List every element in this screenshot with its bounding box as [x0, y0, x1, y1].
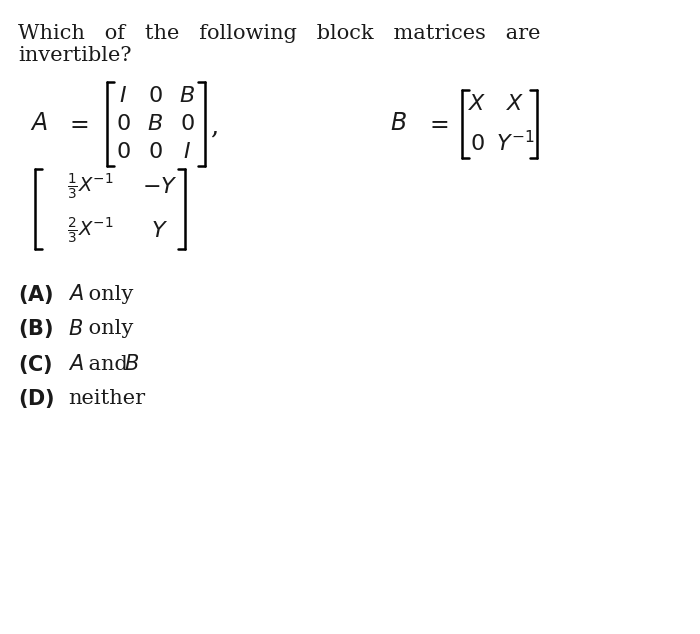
- Text: $X$: $X$: [468, 93, 486, 115]
- Text: Which   of   the   following   block   matrices   are: Which of the following block matrices ar…: [18, 24, 540, 43]
- Text: $X$: $X$: [505, 93, 524, 115]
- Text: $\frac{1}{3}X^{-1}$: $\frac{1}{3}X^{-1}$: [66, 172, 113, 202]
- Text: $Y^{-1}$: $Y^{-1}$: [496, 131, 534, 157]
- Text: $B$: $B$: [125, 354, 139, 374]
- Text: $I$: $I$: [119, 85, 127, 107]
- Text: and: and: [82, 354, 134, 373]
- Text: $B$: $B$: [147, 113, 163, 135]
- Text: $\mathbf{(D)}$: $\mathbf{(D)}$: [18, 387, 55, 410]
- Text: $B$: $B$: [68, 319, 83, 339]
- Text: $-Y$: $-Y$: [142, 176, 178, 198]
- Text: $A$: $A$: [30, 112, 48, 136]
- Text: $\mathbf{(C)}$: $\mathbf{(C)}$: [18, 353, 52, 375]
- Text: $\mathbf{(B)}$: $\mathbf{(B)}$: [18, 318, 53, 340]
- Text: $B$: $B$: [179, 85, 195, 107]
- Text: $0$: $0$: [116, 141, 130, 163]
- Text: $0$: $0$: [148, 85, 162, 107]
- Text: only: only: [82, 285, 134, 304]
- Text: $I$: $I$: [183, 141, 191, 163]
- Text: $A$: $A$: [68, 284, 84, 304]
- Text: $=$: $=$: [65, 112, 89, 136]
- Text: only: only: [82, 320, 134, 339]
- Text: $=$: $=$: [425, 112, 449, 136]
- Text: $Y$: $Y$: [151, 220, 169, 242]
- Text: $0$: $0$: [116, 113, 130, 135]
- Text: ,: ,: [210, 113, 218, 138]
- Text: $0$: $0$: [180, 113, 195, 135]
- Text: $\mathbf{(A)}$: $\mathbf{(A)}$: [18, 283, 53, 306]
- Text: neither: neither: [68, 389, 145, 408]
- Text: $0$: $0$: [470, 133, 484, 155]
- Text: $A$: $A$: [68, 354, 84, 374]
- Text: invertible?: invertible?: [18, 46, 132, 65]
- Text: $\frac{2}{3}X^{-1}$: $\frac{2}{3}X^{-1}$: [66, 216, 113, 246]
- Text: $B$: $B$: [390, 112, 407, 136]
- Text: $0$: $0$: [148, 141, 162, 163]
